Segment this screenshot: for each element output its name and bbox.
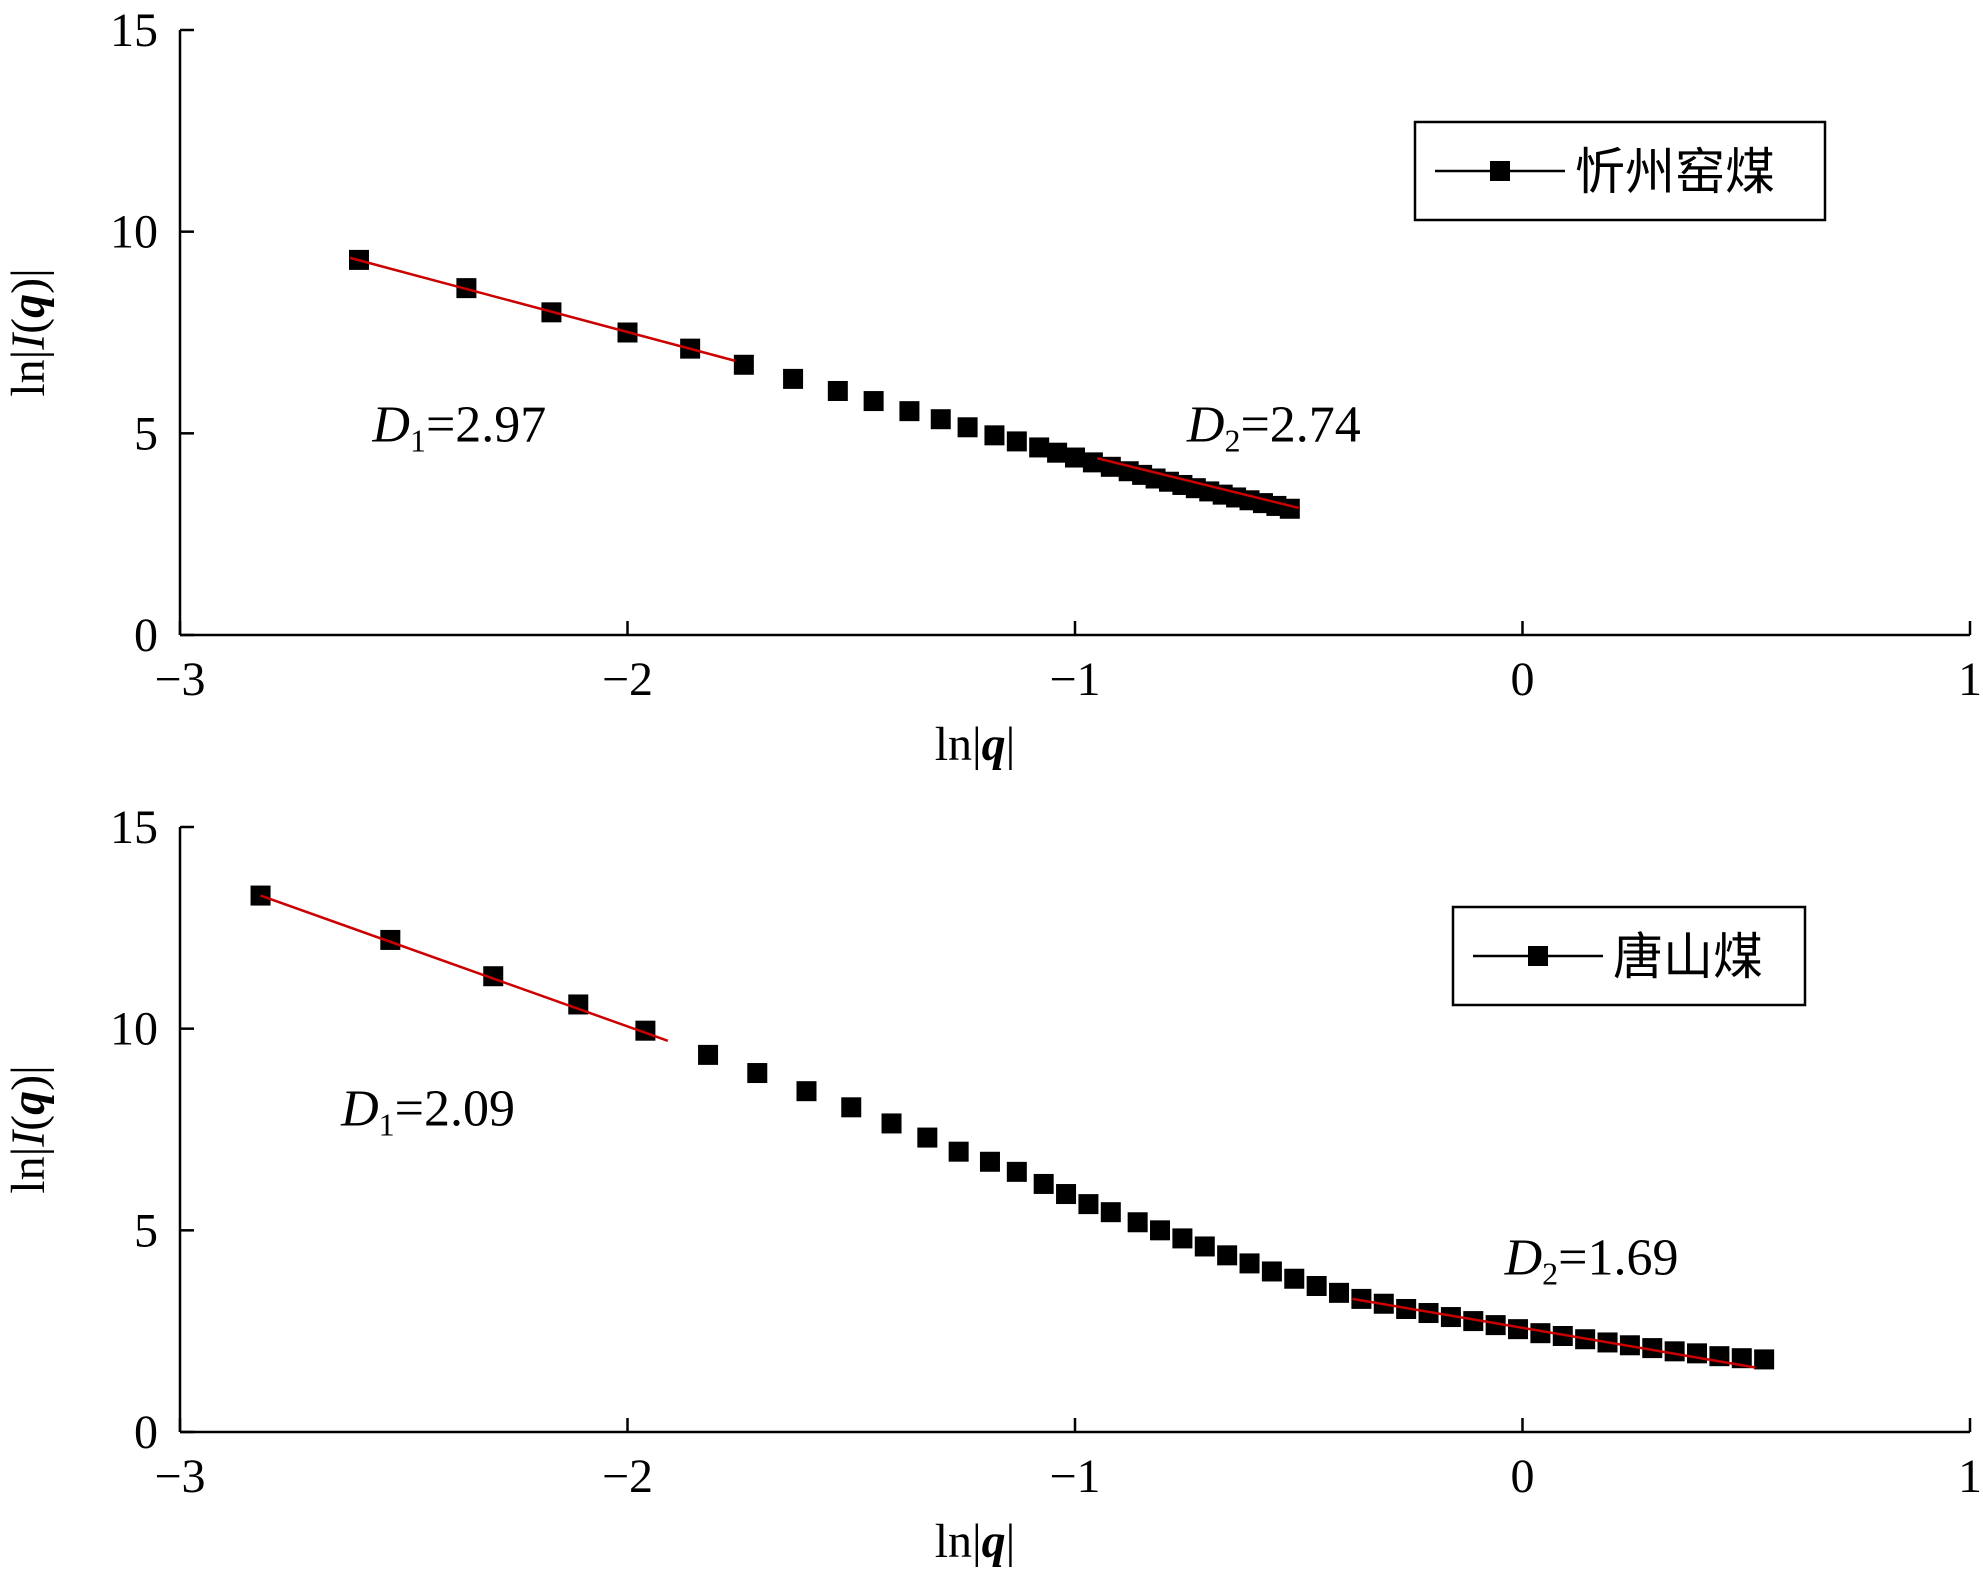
- x-tick-label: −1: [1049, 1450, 1100, 1503]
- data-point: [1485, 1315, 1506, 1336]
- x-tick-label: −3: [154, 1450, 205, 1503]
- data-point: [1687, 1343, 1708, 1364]
- x-axis-title: ln|q|: [935, 718, 1016, 771]
- fit-line: [1097, 457, 1300, 510]
- y-tick-label: 0: [134, 1406, 158, 1459]
- data-point: [1172, 1228, 1193, 1249]
- data-point: [957, 417, 978, 438]
- fit-line: [349, 256, 736, 362]
- data-point: [1440, 1307, 1461, 1328]
- data-point: [733, 354, 754, 375]
- data-point: [783, 368, 804, 389]
- data-point: [1463, 1311, 1484, 1332]
- fit-line: [1352, 1297, 1756, 1369]
- data-point: [698, 1044, 719, 1065]
- x-tick-label: 0: [1511, 653, 1535, 706]
- data-point: [948, 1141, 969, 1162]
- fractal-dimension-label: D2=1.69: [1504, 1230, 1679, 1292]
- data-point: [796, 1081, 817, 1102]
- y-axis-title: ln|I(q)|: [2, 1065, 55, 1194]
- data-point: [1508, 1319, 1529, 1340]
- fractal-dimension-label: D1=2.09: [340, 1080, 515, 1142]
- data-point: [1056, 1184, 1077, 1205]
- data-point: [747, 1063, 768, 1084]
- data-point: [1047, 442, 1068, 463]
- data-point: [1306, 1275, 1327, 1296]
- x-tick-label: 0: [1511, 1450, 1535, 1503]
- legend: 唐山煤: [1451, 905, 1807, 1007]
- data-point: [1284, 1268, 1305, 1289]
- y-axis-title: ln|I(q)|: [2, 268, 55, 397]
- data-point: [899, 401, 920, 422]
- data-point: [1261, 1261, 1282, 1282]
- data-point: [1329, 1282, 1350, 1303]
- data-point: [827, 380, 848, 401]
- data-point: [1754, 1349, 1775, 1370]
- plot-panel-1: 0 5 10 15 −3 −2 −1 0 1 ln|q| ln|I(q)| D1=2.97 D2=2.7…: [2, 4, 1982, 771]
- x-axis-title: ln|q|: [935, 1515, 1016, 1568]
- data-point: [1078, 1194, 1099, 1215]
- data-point: [1127, 1212, 1148, 1233]
- data-point: [1006, 431, 1027, 452]
- legend-label: 忻州窑煤: [1575, 143, 1775, 201]
- data-point: [881, 1113, 902, 1134]
- data-point: [1033, 1173, 1054, 1194]
- y-tick-label: 15: [110, 801, 158, 854]
- legend: 忻州窑煤: [1413, 120, 1827, 222]
- x-tick-label: −2: [602, 1450, 653, 1503]
- data-point: [1530, 1323, 1551, 1344]
- data-point: [1664, 1341, 1685, 1362]
- y-tick-label: 10: [110, 1003, 158, 1056]
- data-point: [930, 409, 951, 430]
- data-point: [979, 1151, 1000, 1172]
- data-point: [841, 1097, 862, 1118]
- data-point: [1100, 1202, 1121, 1223]
- y-tick-label: 5: [134, 1204, 158, 1257]
- data-point: [1029, 437, 1050, 458]
- data-point: [1351, 1288, 1372, 1309]
- x-tick-label: 1: [1958, 1450, 1982, 1503]
- x-tick-label: −1: [1049, 653, 1100, 706]
- fit-line: [260, 894, 669, 1042]
- legend-marker: [1490, 161, 1510, 181]
- fractal-dimension-label: D2=2.74: [1186, 396, 1361, 458]
- x-tick-label: −3: [154, 653, 205, 706]
- fractal-dimension-label: D1=2.97: [371, 396, 546, 458]
- legend-label: 唐山煤: [1613, 928, 1763, 986]
- legend-marker: [1528, 946, 1548, 966]
- data-point: [1194, 1236, 1215, 1257]
- y-tick-label: 0: [134, 609, 158, 662]
- plot-panel-2: 0 5 10 15 −3 −2 −1 0 1 ln|q| ln|I(q)| D1=2.09 D2=1.6…: [2, 801, 1982, 1568]
- data-point: [1552, 1326, 1573, 1347]
- data-point: [1082, 452, 1103, 473]
- data-point: [1217, 1245, 1238, 1266]
- data-point: [1642, 1338, 1663, 1359]
- y-tick-label: 5: [134, 407, 158, 460]
- x-tick-label: −2: [602, 653, 653, 706]
- data-point: [1065, 447, 1085, 468]
- data-point: [1239, 1253, 1260, 1274]
- x-tick-label: 1: [1958, 653, 1982, 706]
- y-tick-label: 15: [110, 4, 158, 57]
- data-point: [1006, 1161, 1027, 1182]
- data-point: [984, 425, 1005, 446]
- data-point: [863, 391, 884, 412]
- data-point: [917, 1127, 938, 1148]
- data-point: [1150, 1220, 1171, 1241]
- y-tick-label: 10: [110, 206, 158, 259]
